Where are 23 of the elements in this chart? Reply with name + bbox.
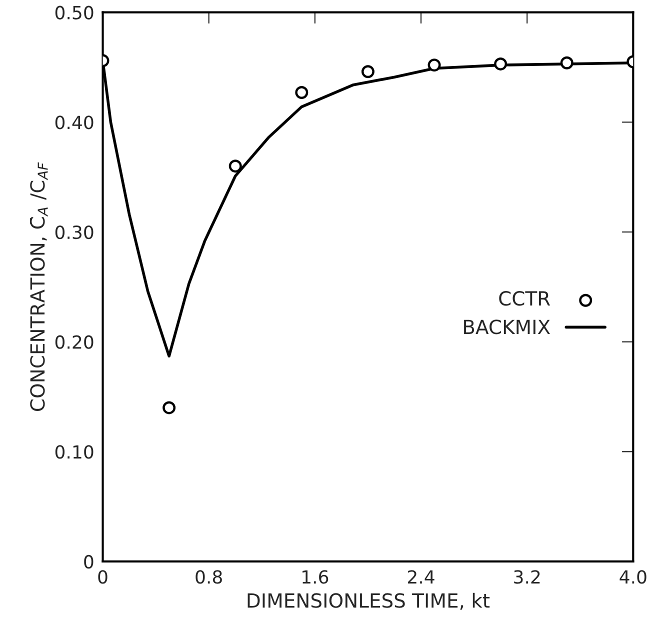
point — [560, 56, 574, 70]
y-tick-label: 0 — [84, 554, 94, 569]
x-axis-title: DIMENSIONLESS TIME, kt — [248, 592, 490, 610]
point — [295, 86, 308, 99]
y-tick-label: 0.40 — [55, 116, 94, 130]
point — [494, 57, 508, 70]
legend-label: CCTR — [499, 291, 550, 306]
point — [428, 58, 441, 72]
y-axis-title: CONCENTRATION, C̄$_{A}$ /C$_{AF}$ — [30, 162, 48, 411]
x-tick-label: 0.8 — [196, 570, 222, 584]
point — [361, 65, 374, 78]
x-tick-label: 1.6 — [302, 570, 328, 584]
y-tick-label: 0.20 — [55, 335, 94, 349]
y-tick-label: 0.30 — [55, 225, 94, 240]
point — [162, 401, 176, 414]
legend-label: BACKMIX — [464, 320, 550, 334]
y-tick-label: 0.10 — [55, 445, 94, 459]
x-tick-label: 2.4 — [408, 570, 434, 584]
x-tick-label: 4.0 — [620, 570, 646, 584]
x-tick-label: 0 — [98, 570, 108, 584]
point — [228, 160, 242, 173]
y-tick-label: 0.50 — [55, 6, 94, 20]
x-tick-label: 3.2 — [514, 570, 540, 584]
